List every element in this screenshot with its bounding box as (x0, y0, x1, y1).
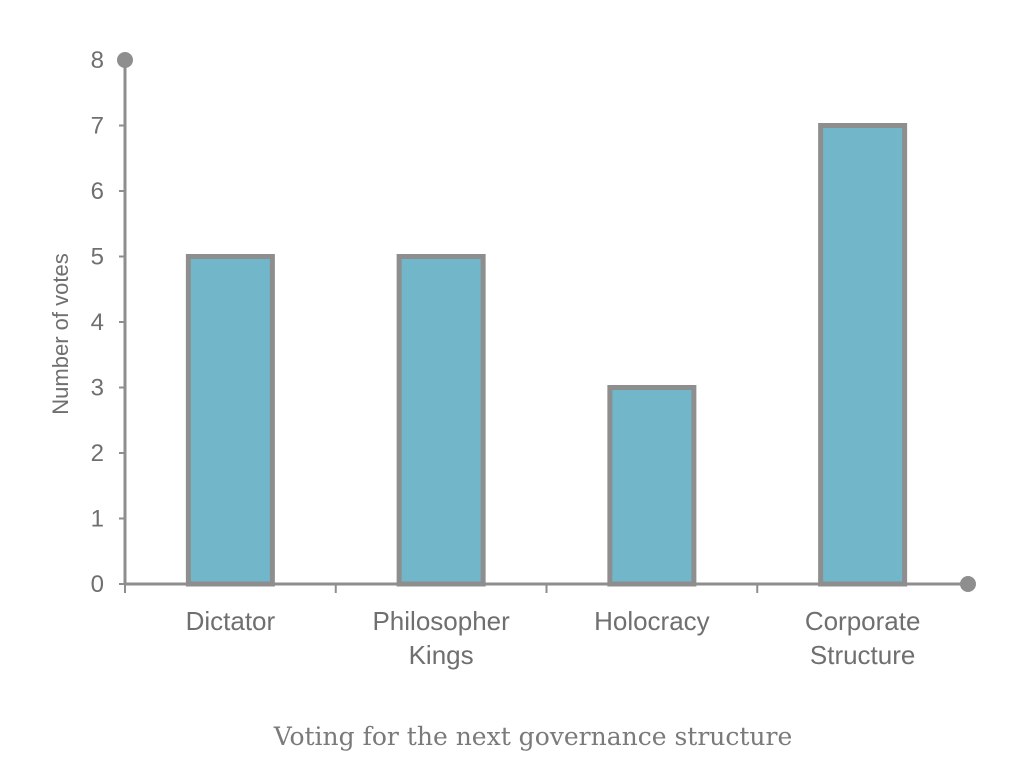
x-category-label-line: Structure (810, 640, 916, 670)
y-tick-label: 6 (91, 178, 104, 205)
bar (185, 254, 275, 587)
x-category-label-line: Philosopher (372, 606, 510, 636)
x-category-labels: Dictator Philosopher Kings Holocracy Corpora… (186, 606, 921, 670)
chart-bars (185, 123, 908, 587)
chart-caption: Voting for the next governance structure (273, 722, 793, 751)
x-category-label: Dictator (186, 606, 276, 636)
x-category-label-line: Dictator (186, 606, 276, 636)
y-tick-label: 7 (91, 113, 104, 140)
y-tick-labels: 0 1 2 3 4 5 6 7 8 (91, 47, 104, 598)
y-tick-label: 5 (91, 244, 104, 271)
y-tick-label: 3 (91, 375, 104, 402)
y-tick-label: 2 (91, 440, 104, 467)
x-axis-end-dot (960, 576, 976, 592)
x-category-label-line: Holocracy (594, 606, 710, 636)
y-tick-label: 8 (91, 47, 104, 74)
x-category-label: Philosopher Kings (372, 606, 510, 670)
bar (396, 254, 486, 587)
y-tick-label: 4 (91, 309, 104, 336)
y-axis-title: Number of votes (48, 253, 73, 414)
x-category-label-line: Corporate (805, 606, 921, 636)
x-category-label: Corporate Structure (805, 606, 921, 670)
x-category-label: Holocracy (594, 606, 710, 636)
bar (818, 123, 908, 587)
x-category-label-line: Kings (409, 640, 474, 670)
y-tick-label: 0 (91, 571, 104, 598)
y-tick-label: 1 (91, 506, 104, 533)
bar-chart: 0 1 2 3 4 5 6 7 8 Dictator Philosopher Kings Holocr… (48, 47, 976, 670)
bar (607, 385, 697, 587)
